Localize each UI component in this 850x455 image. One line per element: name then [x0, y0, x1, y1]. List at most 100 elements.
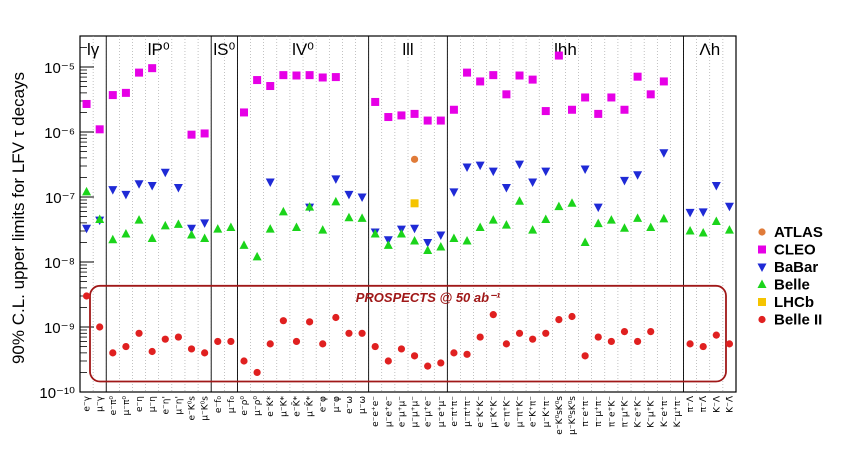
belle-point: [121, 228, 131, 238]
legend-label-babar: BaBar: [774, 259, 818, 276]
belle-ii-point: [332, 313, 340, 322]
belle-point: [528, 225, 538, 234]
group-dividers: [105, 36, 684, 392]
x-tick-label: e⁻η': [161, 396, 171, 414]
cleo-point: [423, 116, 432, 125]
legend-marker-cleo: [758, 245, 766, 254]
belle-ii-point: [266, 340, 274, 348]
x-tick-label: μ⁻K⁺π⁻: [542, 396, 552, 428]
x-tick-label: e⁻μ⁺μ⁻: [397, 396, 407, 427]
x-tick-label: μ⁻π⁺π⁻: [463, 396, 473, 427]
belle-ii-point: [306, 318, 314, 326]
legend-marker-belle: [757, 279, 767, 288]
x-tick-label: π⁻e⁺π⁻: [581, 396, 591, 427]
belle-ii-point: [607, 337, 615, 346]
cleo-point: [95, 125, 104, 134]
belle-point: [305, 202, 315, 211]
belle-point: [619, 223, 629, 232]
cleo-point: [568, 105, 576, 114]
babar-point: [659, 149, 669, 158]
belle-ii-point: [96, 323, 104, 331]
x-tick-label: π⁻μ⁺π⁻: [594, 396, 604, 427]
belle-ii-point: [699, 342, 707, 351]
group-label: lS⁰: [213, 40, 235, 59]
belle-ii-point: [529, 335, 537, 343]
belle-ii-point: [502, 340, 510, 348]
belle-ii-point: [135, 329, 143, 337]
cleo-point: [528, 75, 537, 84]
x-tick-label: e⁻K⁰sK⁰s: [555, 396, 565, 435]
x-tick-label: e⁻e⁺e⁻: [371, 396, 381, 427]
cleo-point: [318, 73, 327, 82]
x-tick-label: μ⁻K̄*: [304, 396, 316, 417]
belle-point: [711, 216, 721, 225]
x-tick-label: e⁻ω: [345, 396, 355, 414]
belle-point: [606, 215, 616, 224]
x-tick-label: π⁻Λ̄: [699, 395, 709, 412]
belle-point: [291, 222, 301, 231]
x-tick-label: e⁻η: [135, 396, 145, 412]
belle-ii-point: [410, 352, 419, 360]
x-tick-label: π⁻μ⁺K⁻: [620, 396, 630, 428]
x-tick-label: μ⁻γ: [96, 395, 106, 411]
belle-point: [423, 245, 433, 255]
belle-ii-point: [725, 340, 734, 348]
belle-ii-point: [148, 347, 156, 356]
belle-point: [724, 225, 734, 234]
x-tick-label: e⁻μ⁺e⁻: [424, 396, 434, 427]
cleo-point: [305, 71, 314, 80]
belle-ii-point: [450, 349, 458, 357]
x-tick-label: μ⁻η': [174, 396, 184, 415]
legend-label-belle: Belle: [774, 277, 810, 294]
x-tick-label: e⁻K⁺π⁻: [529, 396, 539, 427]
prospects-box-border: [89, 284, 727, 383]
x-tick-label: μ⁻f₀: [227, 396, 237, 414]
babar-point: [357, 193, 367, 203]
cleo-point: [148, 64, 157, 73]
belle-ii-point: [555, 315, 563, 324]
x-tick-label: K⁻e⁺K⁻: [634, 396, 644, 428]
belle-ii-point: [187, 345, 196, 353]
belle-ii-point: [214, 337, 222, 346]
belle-ii-point: [292, 337, 301, 346]
belle-point: [95, 214, 105, 224]
babar-point: [147, 182, 157, 191]
x-tick-labels: e⁻γ μ⁻γ e⁻π⁰ μ⁻π⁰ e⁻η μ⁻η e⁻η' μ⁻η' e⁻K⁰s μ⁻K⁰s e⁻…: [83, 395, 736, 435]
cleo-point: [594, 109, 603, 118]
belle-point: [200, 233, 210, 242]
y-axis-label: 90% C.L. upper limits for LFV τ decays: [9, 72, 28, 364]
babar-point: [200, 219, 210, 228]
belle-point: [659, 213, 669, 223]
belle-point: [449, 233, 459, 242]
babar-point: [711, 182, 721, 191]
x-tick-label: μ⁻e⁺e⁻: [384, 396, 394, 427]
belle-point: [108, 234, 118, 244]
cleo-point: [554, 51, 563, 60]
belle-point: [370, 228, 380, 238]
y-tick-label: 10⁻⁶: [44, 125, 75, 142]
belle-point: [134, 215, 144, 224]
belle-ii-point: [515, 329, 524, 337]
belle-ii-point: [109, 349, 117, 357]
category-grid: [92, 36, 724, 392]
belle-ii-point: [686, 340, 694, 348]
legend-label-lhcb: LHCb: [774, 294, 814, 311]
babar-point: [515, 160, 525, 170]
babar-point: [173, 184, 183, 193]
belle-point: [265, 224, 275, 233]
belle-point: [331, 196, 341, 206]
belle-ii-point: [122, 342, 130, 351]
belle-ii-point: [489, 311, 497, 319]
x-tick-label: e⁻π⁺K⁻: [502, 396, 512, 427]
belle-ii-point: [358, 329, 366, 337]
babar-point: [685, 208, 695, 218]
belle-ii-point: [345, 329, 353, 337]
cleo-point: [620, 105, 629, 114]
y-tick-label: 10⁻⁷: [45, 190, 75, 207]
x-tick-label: μ⁻K⁺K⁻: [489, 396, 499, 428]
belle-point: [685, 225, 695, 235]
belle-point: [357, 213, 367, 222]
x-tick-label: μ⁻e⁺μ⁻: [437, 396, 447, 427]
cleo-point: [108, 91, 117, 100]
